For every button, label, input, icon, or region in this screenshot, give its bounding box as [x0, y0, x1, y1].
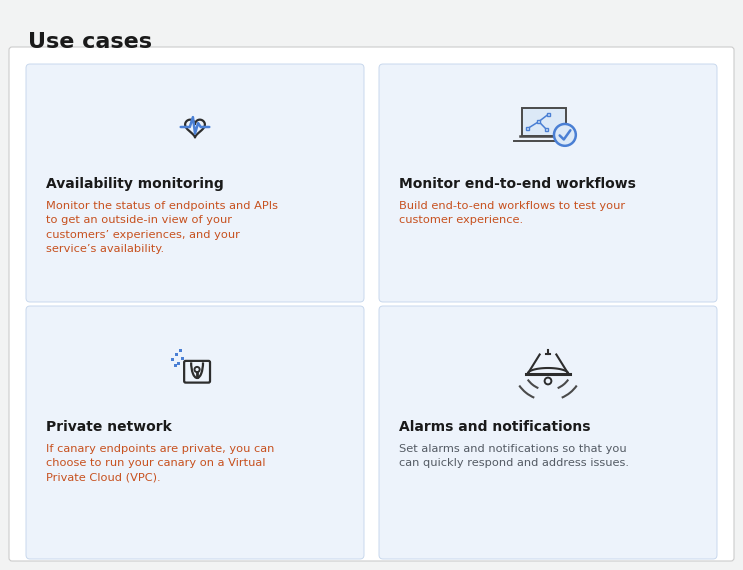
Text: Build end-to-end workflows to test your
customer experience.: Build end-to-end workflows to test your …	[399, 201, 625, 225]
Circle shape	[195, 367, 200, 372]
FancyBboxPatch shape	[26, 64, 364, 302]
Bar	[178, 362, 181, 365]
Bar	[175, 353, 178, 356]
Bar	[547, 112, 550, 116]
Circle shape	[554, 124, 576, 146]
FancyBboxPatch shape	[379, 306, 717, 559]
Bar	[537, 120, 540, 123]
FancyBboxPatch shape	[9, 47, 734, 561]
FancyBboxPatch shape	[26, 306, 364, 559]
Text: Use cases: Use cases	[28, 32, 152, 52]
Bar	[526, 127, 529, 130]
Text: If canary endpoints are private, you can
choose to run your canary on a Virtual
: If canary endpoints are private, you can…	[46, 444, 274, 483]
Text: Availability monitoring: Availability monitoring	[46, 177, 224, 191]
Text: Private network: Private network	[46, 420, 172, 434]
Text: Monitor the status of endpoints and APIs
to get an outside-in view of your
custo: Monitor the status of endpoints and APIs…	[46, 201, 278, 254]
Text: Alarms and notifications: Alarms and notifications	[399, 420, 591, 434]
Bar	[545, 128, 548, 131]
Bar	[174, 364, 177, 368]
Text: Monitor end-to-end workflows: Monitor end-to-end workflows	[399, 177, 636, 191]
Bar	[522, 108, 566, 136]
Text: Set alarms and notifications so that you
can quickly respond and address issues.: Set alarms and notifications so that you…	[399, 444, 629, 469]
FancyBboxPatch shape	[379, 64, 717, 302]
FancyBboxPatch shape	[184, 361, 210, 382]
Circle shape	[545, 377, 551, 384]
Bar	[179, 349, 182, 352]
Bar	[181, 357, 184, 360]
Bar	[171, 358, 174, 361]
